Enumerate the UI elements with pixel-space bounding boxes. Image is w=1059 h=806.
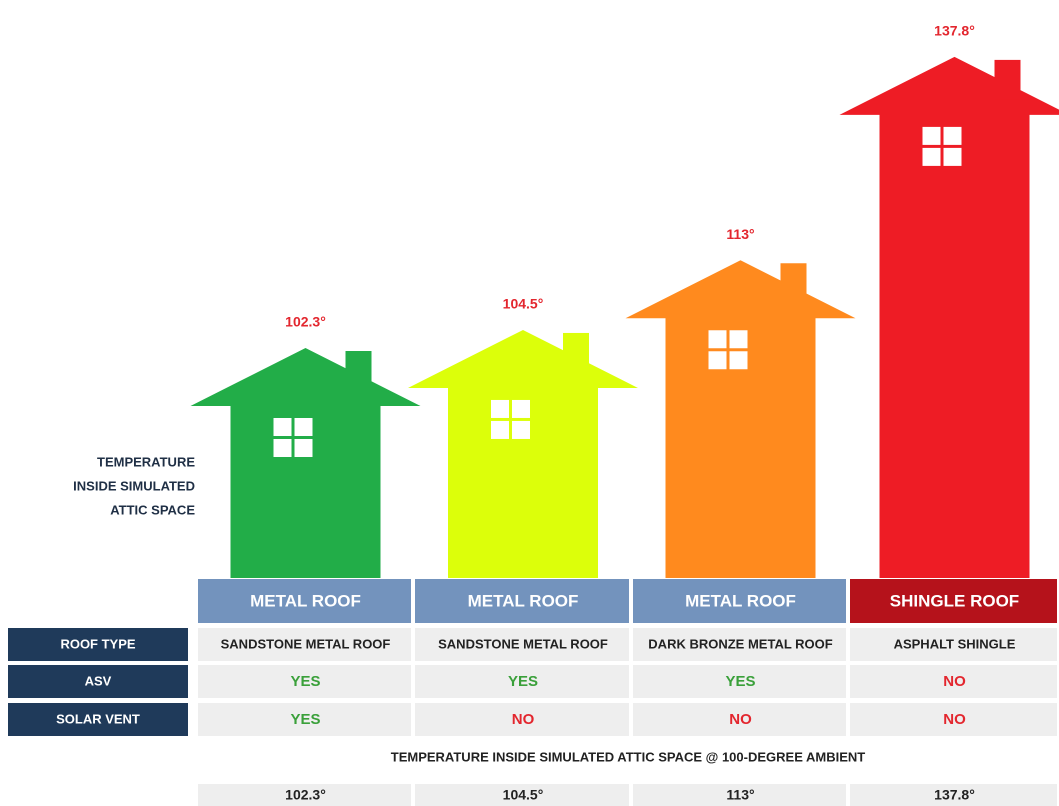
- temp-text: 113°: [726, 787, 754, 803]
- header-cell: [633, 579, 846, 623]
- row-header: [8, 665, 188, 698]
- chimney: [780, 263, 807, 304]
- temp-cell: [633, 784, 846, 806]
- chimney: [345, 351, 372, 391]
- cell-text: NO: [729, 711, 752, 728]
- window-pane: [273, 418, 292, 436]
- window-pane: [943, 147, 962, 166]
- temp-text: 104.5°: [503, 787, 544, 803]
- window-pane: [729, 351, 748, 370]
- window-pane: [943, 126, 962, 145]
- window-pane: [708, 351, 727, 370]
- cell-text: ASPHALT SHINGLE: [894, 636, 1016, 651]
- header-label: METAL ROOF: [250, 591, 361, 610]
- window-pane: [708, 330, 727, 349]
- temp-text: 137.8°: [934, 787, 975, 803]
- value-label: 113°: [726, 226, 754, 242]
- cell: [198, 703, 411, 736]
- cell-text: NO: [943, 711, 966, 728]
- cell-text: NO: [943, 673, 966, 690]
- cell-text: SANDSTONE METAL ROOF: [221, 636, 391, 651]
- window-pane: [512, 399, 530, 418]
- cell-text: NO: [512, 711, 535, 728]
- window-pane: [491, 420, 509, 439]
- window-pane: [491, 399, 509, 418]
- house: [625, 260, 856, 578]
- row-label: SOLAR VENT: [56, 711, 140, 726]
- value-label: 137.8°: [934, 23, 975, 39]
- cell-text: YES: [725, 673, 755, 690]
- cell: [633, 628, 846, 661]
- value-label: 104.5°: [503, 296, 544, 312]
- window-pane: [729, 330, 748, 349]
- cell: [198, 628, 411, 661]
- chimney: [994, 59, 1021, 100]
- header-cell: [415, 579, 629, 623]
- cell: [633, 703, 846, 736]
- cell: [198, 665, 411, 698]
- row-header: [8, 628, 188, 661]
- cell-text: YES: [290, 711, 320, 728]
- cell-text: SANDSTONE METAL ROOF: [438, 636, 608, 651]
- caption: TEMPERATURE INSIDE SIMULATED ATTIC SPACE…: [391, 749, 866, 764]
- row-label: ROOF TYPE: [60, 636, 135, 651]
- cell: [633, 665, 846, 698]
- header-label: SHINGLE ROOF: [890, 591, 1019, 610]
- cell: [415, 703, 629, 736]
- window-pane: [512, 420, 530, 439]
- cell: [415, 665, 629, 698]
- window-pane: [922, 126, 941, 145]
- cell-text: DARK BRONZE METAL ROOF: [648, 636, 832, 651]
- header-label: METAL ROOF: [468, 591, 579, 610]
- house: [190, 348, 421, 578]
- window-pane: [922, 147, 941, 166]
- row-header: [8, 703, 188, 736]
- header-cell: [850, 579, 1057, 623]
- value-label: 102.3°: [285, 314, 326, 330]
- house: [839, 56, 1059, 578]
- row-label: ASV: [85, 673, 112, 688]
- window-pane: [294, 418, 313, 436]
- cell: [850, 665, 1057, 698]
- header-cell: [198, 579, 411, 623]
- cell: [415, 628, 629, 661]
- y-label: INSIDE SIMULATED: [73, 478, 195, 493]
- window-pane: [294, 439, 313, 457]
- y-label: ATTIC SPACE: [110, 502, 195, 517]
- window-pane: [273, 439, 292, 457]
- cell-text: YES: [508, 673, 538, 690]
- header-label: METAL ROOF: [685, 591, 796, 610]
- cell: [850, 703, 1057, 736]
- temp-cell: [198, 784, 411, 806]
- chimney: [563, 332, 589, 373]
- cell: [850, 628, 1057, 661]
- cell-text: YES: [290, 673, 320, 690]
- temp-text: 102.3°: [285, 787, 326, 803]
- temp-cell: [850, 784, 1057, 806]
- temp-cell: [415, 784, 629, 806]
- house: [408, 329, 638, 578]
- y-label: TEMPERATURE: [97, 454, 195, 469]
